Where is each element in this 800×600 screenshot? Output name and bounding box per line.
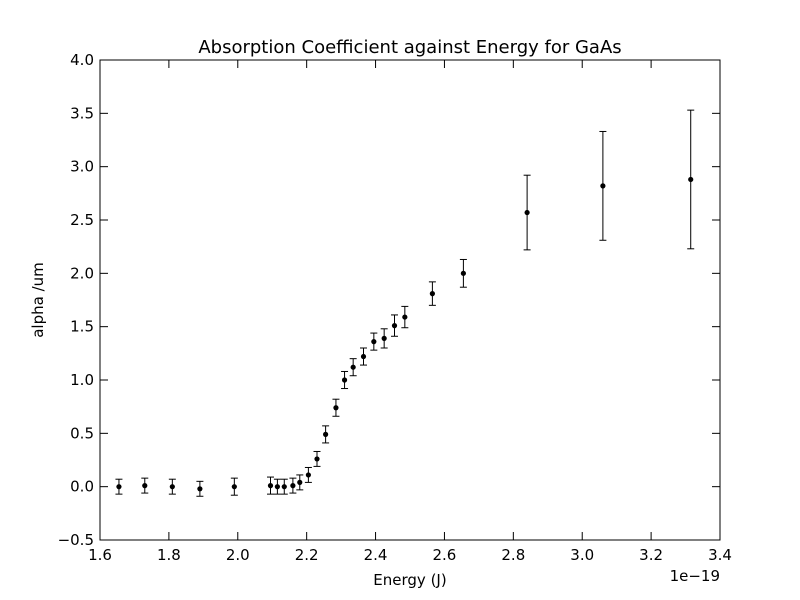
data-points: [116, 176, 694, 492]
y-tick-label: 3.5: [70, 104, 94, 122]
x-tick-label: 1.8: [157, 546, 181, 564]
y-tick-label: 2.0: [70, 264, 94, 282]
data-point: [381, 335, 387, 341]
data-point: [360, 353, 367, 360]
x-tick-label: 1.6: [88, 546, 112, 564]
x-tick-label: 2.6: [433, 546, 457, 564]
y-tick-label: 1.0: [70, 371, 94, 389]
data-point: [142, 483, 148, 489]
y-axis-label: alpha /um: [29, 262, 47, 338]
x-offset-label: 1e−19: [670, 567, 720, 585]
y-tick-label: 0.0: [70, 478, 94, 496]
data-point: [460, 270, 466, 276]
data-point: [297, 479, 303, 485]
data-point: [314, 456, 320, 462]
chart-title: Absorption Coefficient against Energy fo…: [198, 37, 621, 58]
x-tick-label: 2.2: [295, 546, 319, 564]
data-point: [267, 483, 274, 489]
data-point: [305, 472, 311, 478]
y-tick-label: 1.5: [70, 318, 94, 336]
y-tick-label: 3.0: [70, 158, 94, 176]
data-point: [371, 339, 377, 345]
data-point: [281, 484, 287, 490]
data-point: [333, 405, 339, 411]
data-point: [524, 209, 530, 216]
x-tick-label: 3.4: [708, 546, 732, 564]
data-point: [116, 484, 122, 490]
data-point: [231, 484, 237, 490]
tick-labels: 1.6 1.8 2.0 2.2 2.4 2.6 2.8 3.0 3.2 3.4 −0.5 0.0 0.5…: [58, 51, 732, 564]
data-point: [197, 486, 203, 492]
data-point: [402, 314, 408, 320]
x-tick-label: 3.0: [570, 546, 594, 564]
x-axis-label: Energy (J): [373, 571, 446, 589]
plot-frame: [99, 59, 721, 541]
data-point: [429, 291, 435, 297]
data-point: [290, 483, 296, 489]
data-point: [391, 323, 398, 329]
y-tick-label: 2.5: [70, 211, 94, 229]
data-point: [600, 183, 606, 189]
x-tick-label: 2.8: [501, 546, 525, 564]
y-tick-label: −0.5: [58, 531, 94, 549]
x-tick-label: 2.0: [226, 546, 250, 564]
data-point: [323, 431, 329, 437]
data-point: [274, 484, 280, 490]
plot-area: [100, 60, 720, 540]
y-tick-label: 0.5: [70, 424, 94, 442]
x-tick-label: 2.4: [364, 546, 388, 564]
y-tick-label: 4.0: [70, 51, 94, 69]
data-point: [688, 176, 694, 183]
data-point: [169, 484, 175, 490]
data-point: [350, 364, 356, 370]
data-point: [341, 377, 348, 383]
x-tick-label: 3.2: [639, 546, 663, 564]
